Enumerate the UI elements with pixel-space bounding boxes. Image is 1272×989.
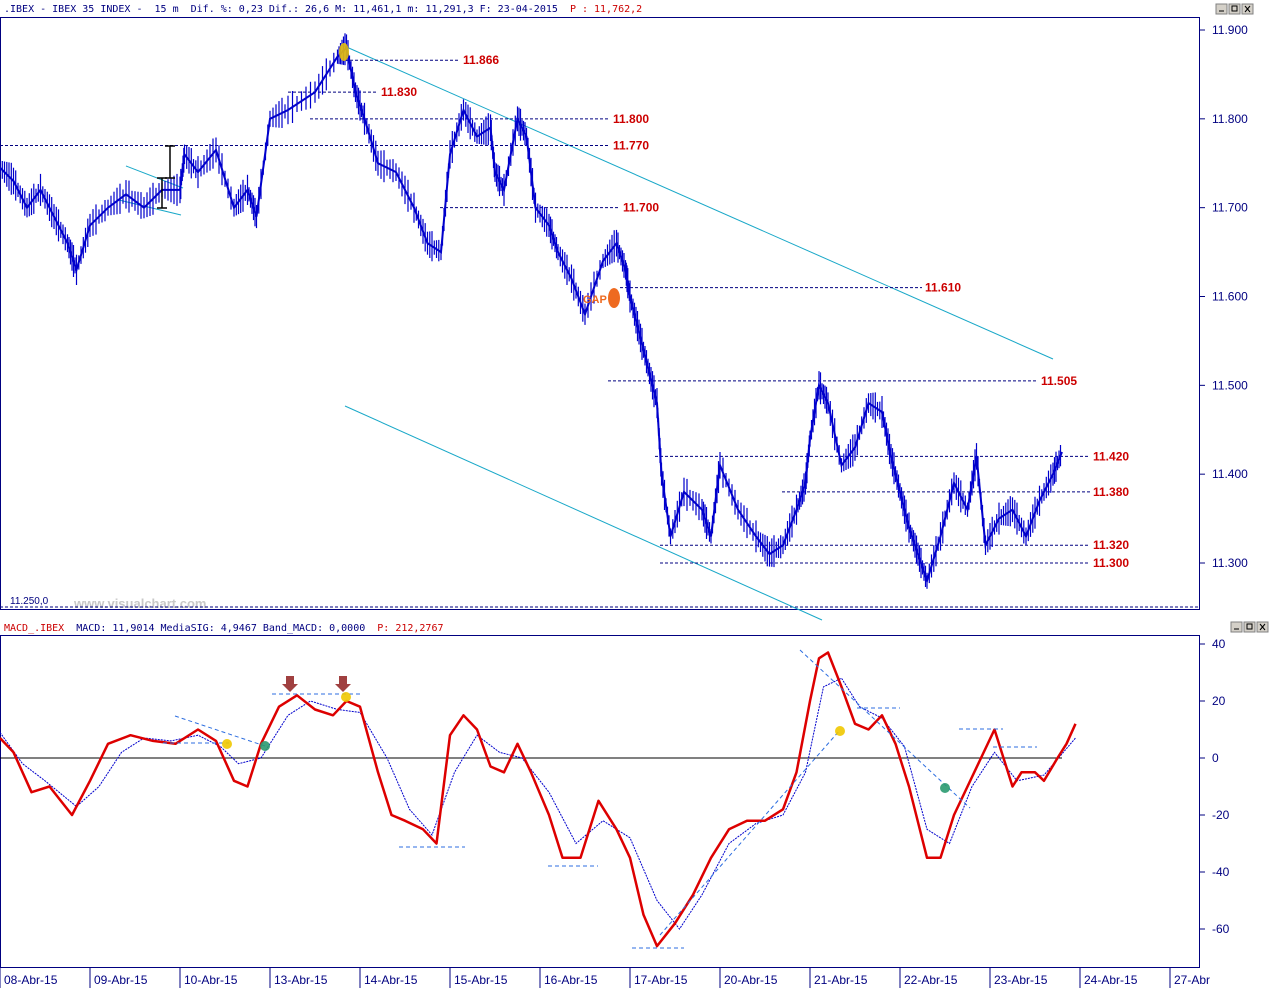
top-marker (339, 43, 349, 61)
flag-bracket (157, 145, 175, 209)
macd-layer (0, 651, 1077, 948)
macd-tick-label: 40 (1212, 637, 1226, 651)
header-stats: Dif. %: 0,23 Dif.: 26,6 M: 11,461,1 m: 1… (191, 4, 558, 15)
macd-label: MACD_.IBEX (4, 623, 64, 634)
gap-marker (608, 288, 620, 308)
macd-tick-label: -20 (1212, 808, 1230, 822)
levels-layer: 11.866 11.830 11.800 11.770 11.700 11.610 11.5… (0, 53, 1129, 570)
x-tick-label: 21-Abr-15 (814, 973, 868, 987)
watermark: www.visualchart.com (73, 596, 206, 611)
x-tick-label: 20-Abr-15 (724, 973, 778, 987)
macd-minimize-button[interactable] (1230, 621, 1243, 633)
macd-annotations (163, 649, 1037, 949)
price-tick-label: 11.400 (1212, 467, 1248, 481)
level-label: 11.770 (613, 138, 649, 152)
price-tick-label: 11.600 (1212, 290, 1248, 304)
x-tick-label: 14-Abr-15 (364, 973, 418, 987)
macd-trend-lines (163, 649, 1037, 949)
macd-axis: 40 20 0 -20 -40 -60 (1199, 637, 1230, 936)
macd-marker-yellow-3 (835, 726, 845, 736)
macd-line (0, 651, 1077, 948)
x-tick-label: 10-Abr-15 (184, 973, 238, 987)
down-arrow-icon (335, 676, 351, 692)
header-last-price: P : 11,762,2 (570, 4, 642, 15)
x-tick-label: 15-Abr-15 (454, 973, 508, 987)
x-tick-label: 09-Abr-15 (94, 973, 148, 987)
level-label: 11.866 (463, 53, 499, 67)
macd-tick-label: -40 (1212, 865, 1230, 879)
macd-tick-label: -60 (1212, 922, 1230, 936)
price-tick-label: 11.500 (1212, 378, 1248, 392)
macd-marker-green-1 (260, 741, 270, 751)
price-tick-label: 11.900 (1212, 23, 1248, 37)
level-label: 11.380 (1093, 485, 1129, 499)
macd-tick-label: 0 (1212, 751, 1219, 765)
x-tick-label: 16-Abr-15 (544, 973, 598, 987)
x-tick-label: 27-Abr (1174, 973, 1210, 987)
level-label: 11.505 (1041, 374, 1077, 388)
x-axis: 08-Abr-15 09-Abr-15 10-Abr-15 13-Abr-15 14-A… (0, 968, 1210, 988)
level-label: 11.700 (623, 201, 659, 215)
price-tick-label: 11.300 (1212, 556, 1248, 570)
price-tick-label: 11.700 (1212, 201, 1248, 215)
x-tick-label: 13-Abr-15 (274, 973, 328, 987)
price-layer (0, 33, 1063, 589)
level-label: 11.320 (1093, 538, 1129, 552)
price-window-buttons[interactable] (1215, 3, 1254, 15)
macd-window-buttons[interactable] (1230, 621, 1269, 633)
macd-values: MACD: 11,9014 MediaSIG: 4,9467 Band_MACD… (76, 623, 365, 634)
header-symbol: .IBEX - IBEX 35 INDEX - (4, 4, 142, 15)
macd-last: P: 212,2767 (377, 623, 443, 634)
macd-maximize-button[interactable] (1243, 621, 1256, 633)
x-tick-label: 24-Abr-15 (1084, 973, 1138, 987)
gap-label: GAP (583, 294, 607, 306)
macd-marker-yellow-1 (222, 739, 232, 749)
level-label: 11.830 (381, 85, 417, 99)
svg-text:.IBEX - IBEX 35 INDEX - 15: .IBEX - IBEX 35 INDEX - 15 m Dif. %: 0,2… (4, 4, 642, 15)
base-level-label: 11.250,0 (10, 596, 49, 607)
x-tick-label: 22-Abr-15 (904, 973, 958, 987)
price-axis: 11.900 11.800 11.700 11.600 11.500 11.400 11.3… (1199, 23, 1248, 570)
down-arrow-icon (282, 676, 298, 692)
x-tick-label: 17-Abr-15 (634, 973, 688, 987)
macd-marker-green-2 (940, 783, 950, 793)
macd-tick-label: 20 (1212, 694, 1226, 708)
level-label: 11.800 (613, 112, 649, 126)
header-interval: 15 m (155, 4, 179, 15)
macd-marker-yellow-2 (341, 692, 351, 702)
trend-lower (344, 405, 823, 621)
trend-upper (341, 44, 1054, 360)
price-tick-label: 11.800 (1212, 112, 1248, 126)
x-tick-label: 08-Abr-15 (4, 973, 58, 987)
x-tick-label: 23-Abr-15 (994, 973, 1048, 987)
level-label: 11.420 (1093, 449, 1129, 463)
svg-text:MACD_.IBEX MACD: 11,9014 M: MACD_.IBEX MACD: 11,9014 MediaSIG: 4,946… (4, 623, 444, 634)
level-label: 11.610 (925, 281, 961, 295)
level-label: 11.300 (1093, 556, 1129, 570)
maximize-button[interactable] (1228, 3, 1241, 15)
minimize-button[interactable] (1215, 3, 1228, 15)
